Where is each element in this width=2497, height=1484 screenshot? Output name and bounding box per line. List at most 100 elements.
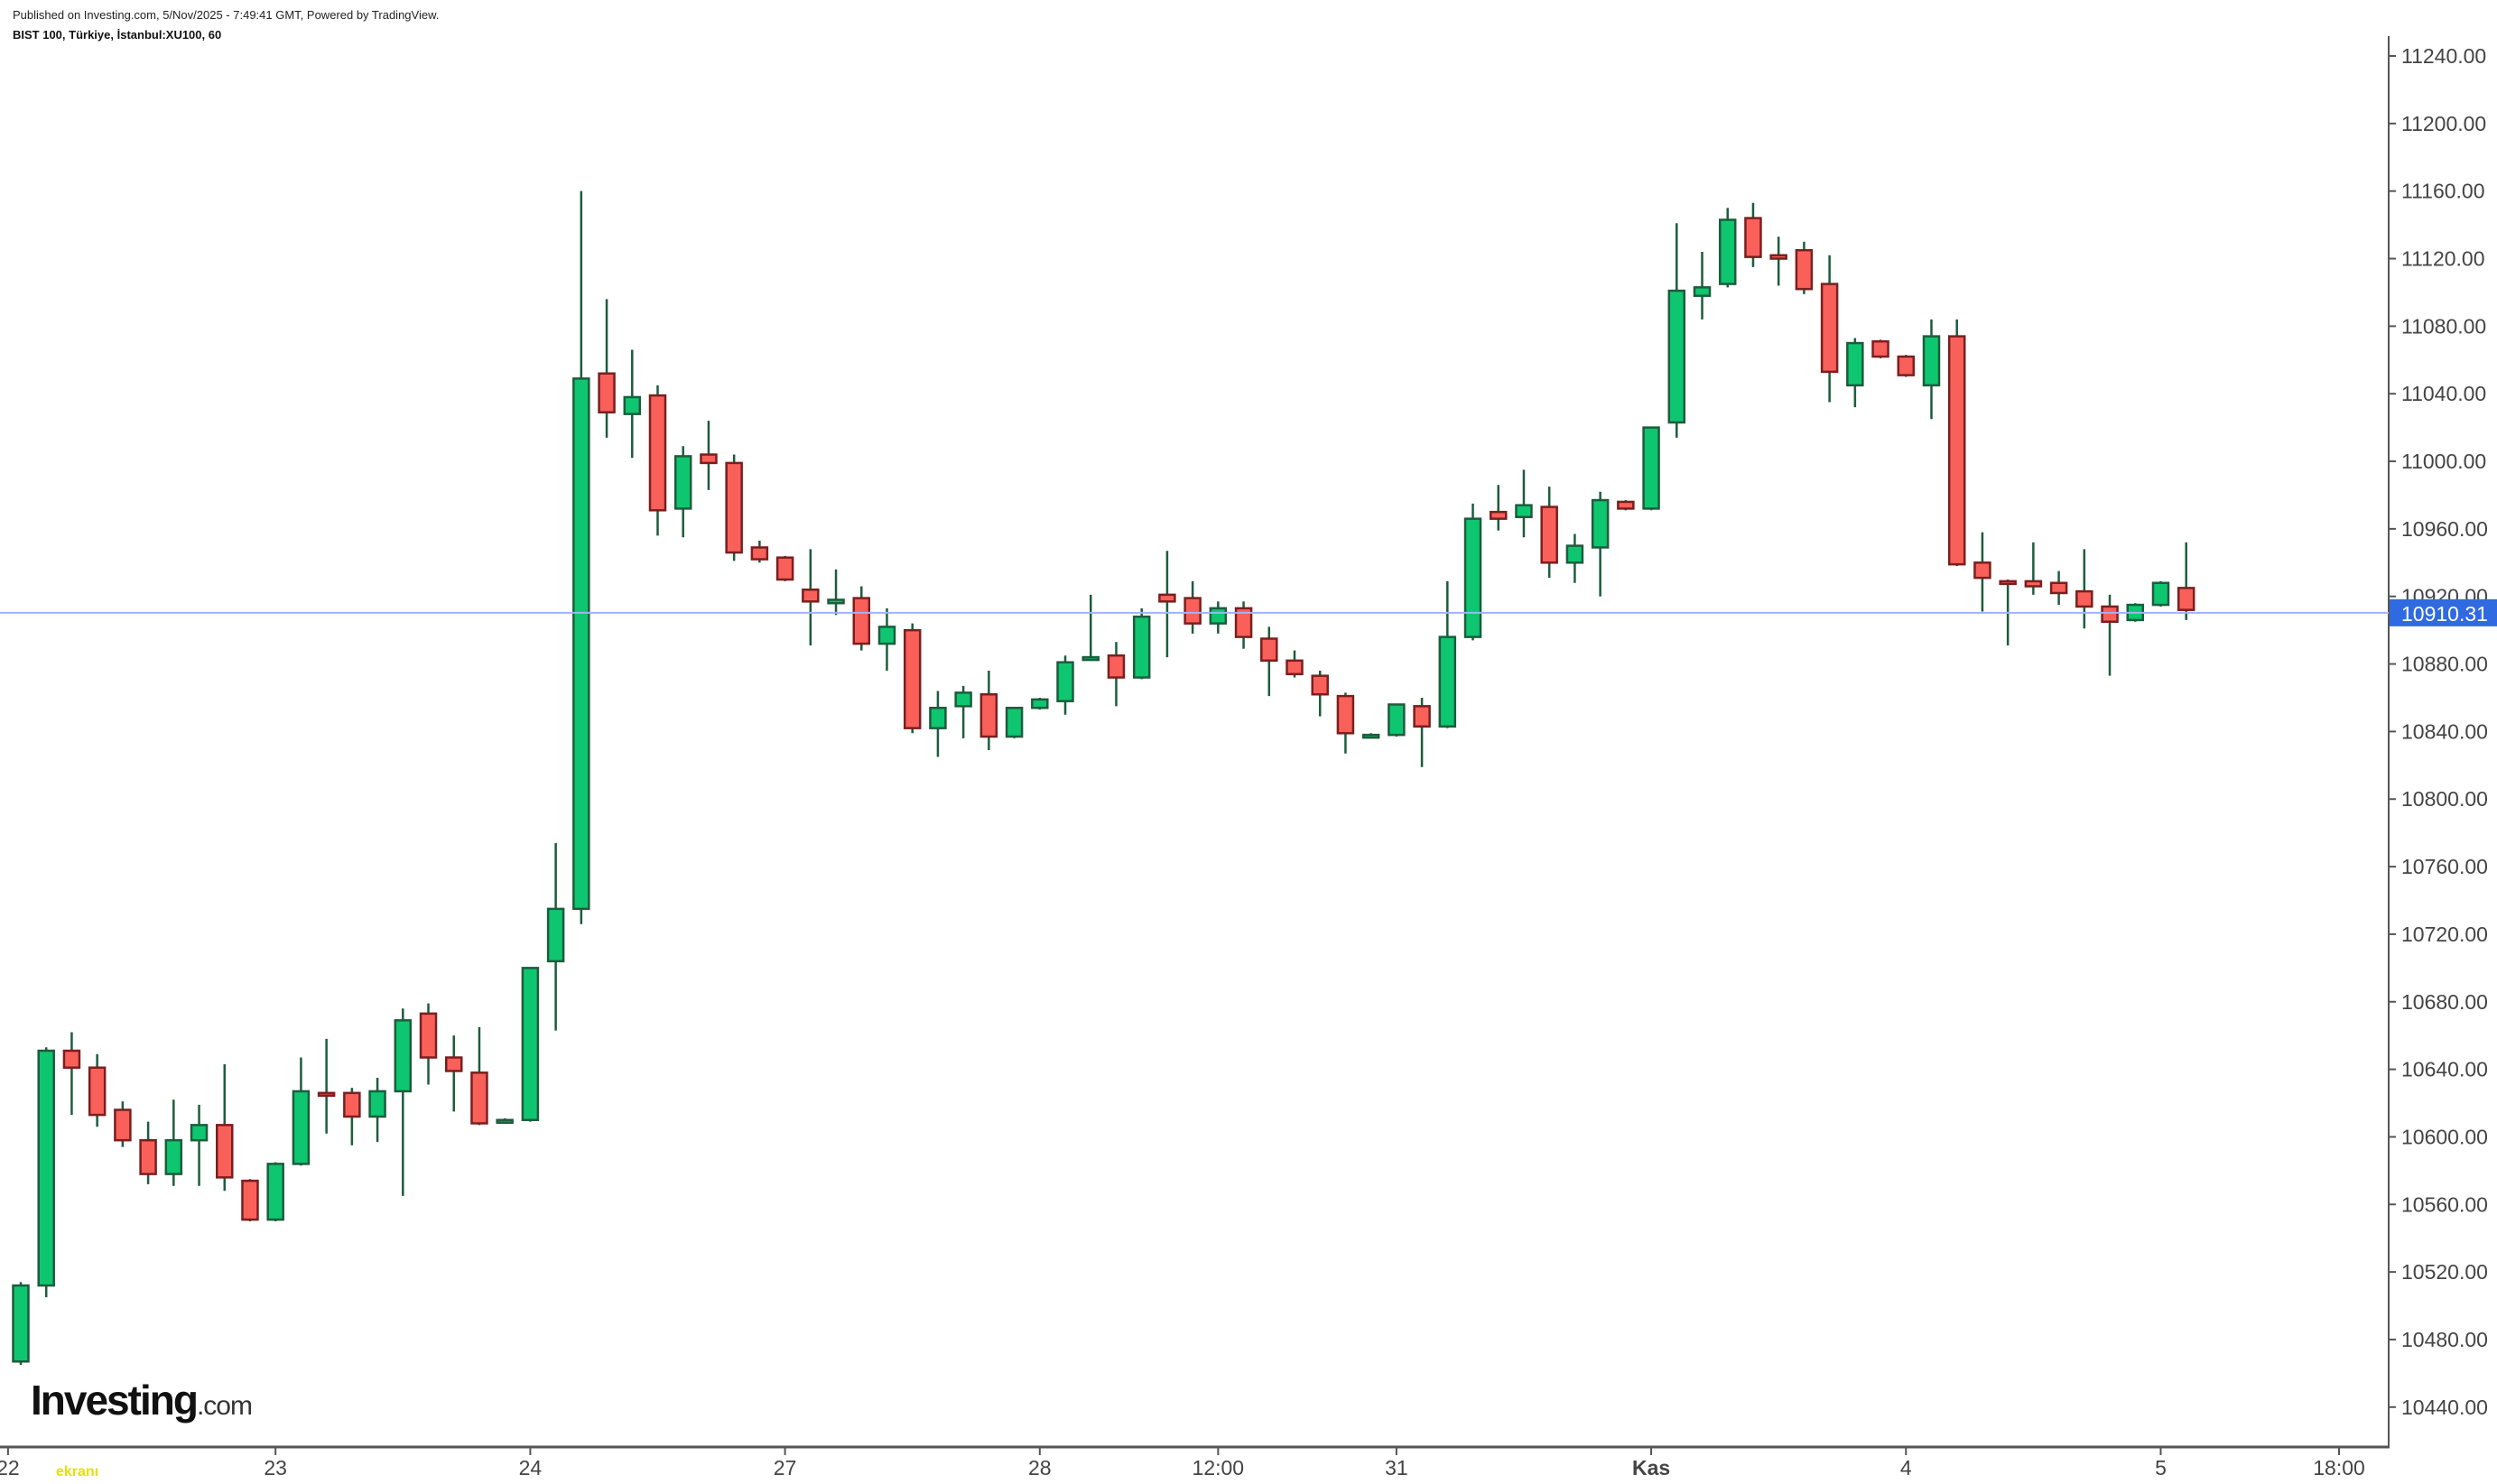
candle-body	[2177, 587, 2195, 611]
candle-body	[317, 1091, 336, 1098]
candle	[1184, 580, 1202, 634]
candle-body	[1744, 217, 1762, 258]
candle	[419, 1003, 438, 1085]
candle	[1438, 580, 1457, 728]
time-tick-label: 28	[1028, 1456, 1052, 1479]
candle-body	[37, 1049, 55, 1287]
candle-body	[1490, 510, 1508, 520]
candle	[1056, 655, 1074, 715]
candle-body	[827, 598, 845, 605]
price-tick-label: 11040.00	[2401, 382, 2486, 405]
candle-body	[1132, 615, 1151, 679]
candle-body	[1286, 659, 1304, 676]
time-tick-label: Kas	[1632, 1456, 1670, 1479]
candle	[1515, 469, 1533, 538]
candle-body	[114, 1108, 132, 1142]
price-tick-label: 11080.00	[2401, 314, 2486, 338]
time-axis: 22 23 24 27 28 12:00 31 Kas 4 5 18:00	[0, 1448, 2365, 1479]
candle	[266, 1162, 284, 1221]
candle	[88, 1053, 107, 1127]
candle	[852, 586, 871, 651]
candle-body	[1107, 654, 1126, 679]
candle-body	[1693, 286, 1712, 297]
candle-body	[852, 597, 871, 645]
candle-body	[1565, 544, 1584, 564]
time-tick-label: 12:00	[1193, 1456, 1245, 1479]
candle	[827, 569, 845, 616]
candle	[190, 1104, 209, 1186]
candle	[1871, 339, 1889, 358]
candle	[1209, 601, 1228, 634]
chart-title: BIST 100, Türkiye, İstanbul:XU100, 60	[13, 28, 222, 42]
candle	[546, 842, 565, 1031]
candle-body	[979, 692, 998, 738]
price-axis: 10440.00 10480.00 10520.00 10560.00 10600.00…	[2389, 44, 2488, 1419]
price-tick-label: 10880.00	[2401, 653, 2488, 676]
time-tick-label: 22	[0, 1456, 20, 1479]
candle-body	[216, 1124, 234, 1179]
candle-body	[572, 377, 590, 911]
candle	[2024, 542, 2043, 595]
candle-body	[2151, 581, 2170, 607]
candle-body	[1311, 674, 1329, 696]
candle	[368, 1077, 386, 1143]
investing-logo: Investing.com	[31, 1377, 253, 1424]
candle-body	[1795, 248, 1814, 291]
candle	[700, 421, 718, 490]
candle	[903, 623, 922, 734]
time-tick-label: 31	[1385, 1456, 1408, 1479]
candle-body	[1922, 335, 1941, 387]
candle	[1260, 626, 1278, 697]
last-price-label: 10910.31	[2401, 602, 2488, 626]
candle-body	[1463, 517, 1482, 638]
candle	[292, 1057, 311, 1166]
candle	[802, 549, 820, 645]
candle	[1234, 601, 1253, 649]
candle	[1667, 223, 1686, 438]
price-tick-label: 11000.00	[2401, 450, 2486, 473]
candle	[2177, 542, 2195, 620]
candle-body	[1413, 705, 1431, 728]
candle-body	[521, 967, 540, 1121]
candle	[598, 299, 616, 438]
candle	[114, 1101, 132, 1147]
price-tick-label: 10560.00	[2401, 1192, 2488, 1216]
candle	[1311, 671, 1329, 717]
ekrani-watermark: ekranı	[56, 1464, 99, 1479]
price-tick-label: 10760.00	[2401, 855, 2488, 878]
candle	[521, 967, 540, 1122]
candle	[1565, 533, 1584, 583]
candle-body	[1642, 426, 1660, 510]
candle	[1820, 255, 1839, 403]
candle-body	[623, 395, 642, 415]
candle-body	[2024, 580, 2043, 588]
candle-body	[1438, 635, 1457, 728]
time-tick-label: 24	[519, 1456, 543, 1479]
candle	[1388, 703, 1406, 737]
candle-body	[954, 691, 972, 708]
candle-body	[2075, 589, 2093, 608]
candle	[496, 1118, 514, 1124]
price-tick-label: 10480.00	[2401, 1328, 2488, 1351]
candle-body	[1871, 339, 1889, 358]
candle-body	[1947, 335, 1966, 566]
candle	[1795, 241, 1814, 294]
candle-body	[648, 394, 667, 512]
candle	[2049, 570, 2068, 606]
candle-body	[546, 907, 565, 963]
candle-body	[750, 546, 769, 561]
candle-body	[1617, 500, 1635, 510]
price-tick-label: 10680.00	[2401, 990, 2488, 1014]
candle	[2075, 549, 2093, 629]
price-tick-label: 10640.00	[2401, 1058, 2488, 1081]
candle-body	[394, 1019, 413, 1093]
candle	[929, 691, 947, 757]
candle	[1693, 252, 1712, 320]
candles-layer	[12, 190, 2195, 1366]
candle-body	[1184, 597, 1202, 625]
published-note: Published on Investing.com, 5/Nov/2025 -…	[13, 8, 440, 22]
price-tick-label: 10440.00	[2401, 1396, 2488, 1419]
candle-body	[1515, 504, 1533, 519]
candle-body	[190, 1124, 209, 1142]
